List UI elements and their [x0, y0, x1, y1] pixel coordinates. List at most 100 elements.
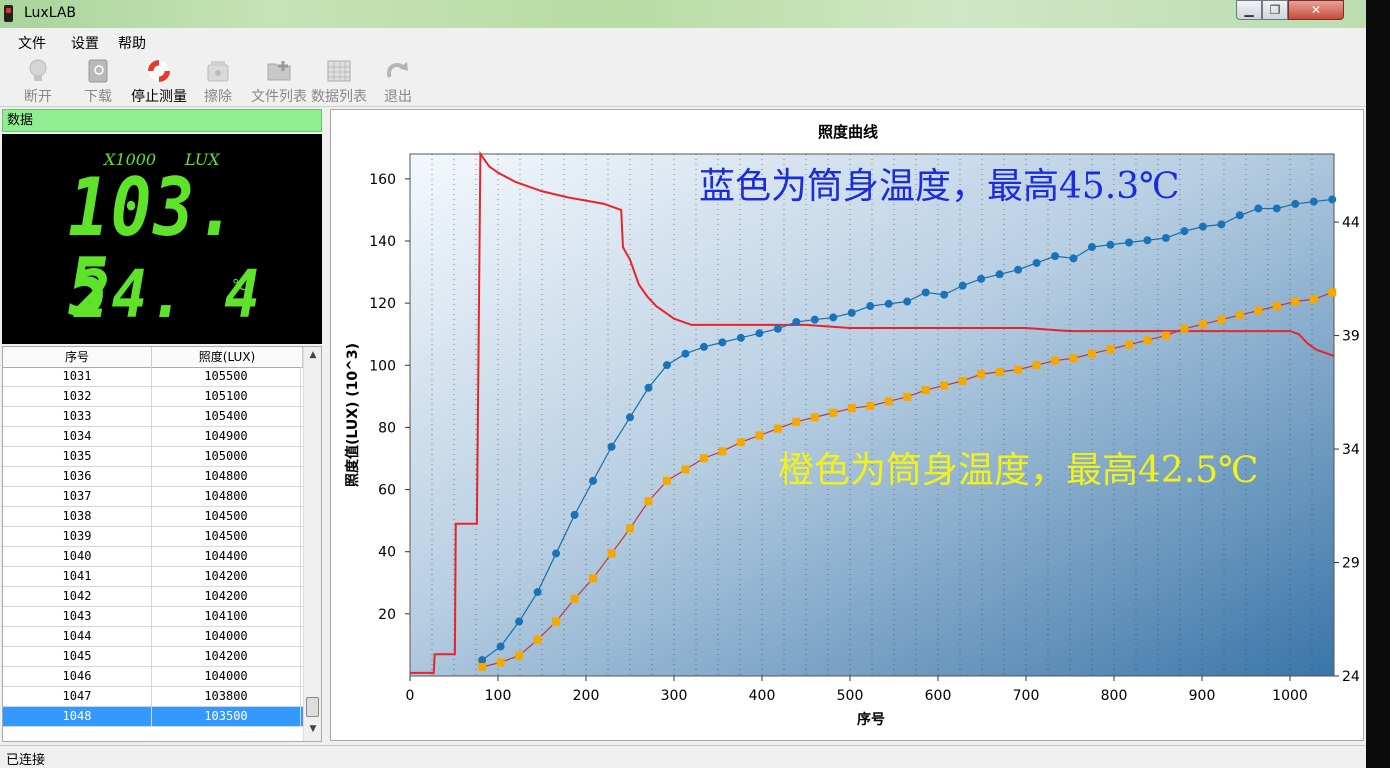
table-row[interactable]: 1033 105400: [3, 407, 303, 427]
file-list-button[interactable]: 文件列表: [249, 58, 309, 106]
data-point-blue: [589, 476, 598, 485]
menu-settings[interactable]: 设置: [71, 36, 99, 52]
scroll-up-arrow-icon[interactable]: ▲: [309, 350, 317, 360]
data-point-orange: [736, 438, 745, 447]
data-point-blue: [1069, 254, 1078, 263]
data-point-orange: [995, 367, 1004, 376]
table-row[interactable]: 1041 104200: [3, 567, 303, 587]
disconnect-button[interactable]: 断开: [22, 58, 54, 106]
menu-help[interactable]: 帮助: [118, 36, 146, 52]
data-point-blue: [496, 642, 505, 651]
table-row[interactable]: 1046 104000: [3, 667, 303, 687]
data-point-blue: [792, 317, 801, 326]
table-row[interactable]: 1034 104900: [3, 427, 303, 447]
y-tick-label: 140: [369, 234, 396, 250]
data-point-orange: [1051, 356, 1060, 365]
redo-arrow-icon: [386, 62, 408, 78]
lux-chart: 照度曲线 0 100 200 300 400 500 600 700 800 900 1000 20 4…: [344, 123, 1360, 728]
data-point-orange: [607, 549, 616, 558]
exit-label: 退出: [384, 89, 412, 105]
column-header-lux[interactable]: 照度(LUX): [152, 347, 303, 367]
data-point-blue: [552, 549, 561, 558]
table-row[interactable]: 1042 104200: [3, 587, 303, 607]
scroll-down-arrow-icon[interactable]: ▼: [309, 724, 317, 734]
status-bar: 已连接: [0, 745, 1366, 768]
lux-reading: 103. 5: [68, 161, 239, 334]
download-label: 下载: [84, 89, 112, 105]
cell-lux: 104000: [152, 627, 301, 646]
maximize-button[interactable]: ❐: [1262, 0, 1288, 20]
exit-button[interactable]: 退出: [381, 58, 415, 106]
bulb-icon: [29, 59, 47, 81]
minimize-button[interactable]: ▁: [1236, 0, 1262, 20]
data-point-blue: [1106, 240, 1115, 249]
data-point-orange: [533, 635, 542, 644]
cell-lux: 103800: [152, 687, 301, 706]
cell-lux: 104800: [152, 467, 301, 486]
cell-lux: 105500: [152, 367, 301, 386]
table-scrollbar[interactable]: ▲ ▼: [303, 347, 321, 741]
table-row[interactable]: 1039 104500: [3, 527, 303, 547]
cell-lux: 104200: [152, 587, 301, 606]
table-body: 1031 105500 1032 105100 1033 105400 1034 104900…: [3, 367, 303, 727]
stop-measure-button[interactable]: 停止测量: [128, 58, 190, 106]
data-point-orange: [1254, 306, 1263, 315]
x-tick-label: 400: [749, 688, 776, 704]
data-point-blue: [940, 290, 949, 299]
cell-lux: 105100: [152, 387, 301, 406]
table-row[interactable]: 1038 104500: [3, 507, 303, 527]
x-axis-label: 序号: [857, 711, 885, 728]
lifebuoy-icon: [148, 60, 170, 82]
data-point-orange: [1161, 331, 1170, 340]
menu-file[interactable]: 文件: [18, 36, 46, 52]
window-title: LuxLAB: [24, 5, 77, 21]
data-point-orange: [829, 408, 838, 417]
chart-title: 照度曲线: [818, 123, 878, 141]
column-header-index[interactable]: 序号: [3, 347, 152, 367]
cell-lux: 104900: [152, 427, 301, 446]
close-button[interactable]: ✕: [1288, 0, 1344, 20]
table-row[interactable]: 1031 105500: [3, 367, 303, 387]
table-row[interactable]: 1032 105100: [3, 387, 303, 407]
table-row[interactable]: 1043 104100: [3, 607, 303, 627]
grid-lines: [431, 154, 1313, 676]
series-layer: [410, 150, 1337, 674]
table-row[interactable]: 1035 105000: [3, 447, 303, 467]
x-tick-label: 0: [406, 688, 415, 704]
title-bar[interactable]: LuxLAB ▁ ❐ ✕: [0, 0, 1366, 28]
data-point-blue: [681, 349, 690, 358]
data-point-blue: [847, 308, 856, 317]
data-point-orange: [1198, 320, 1207, 329]
cell-index: 1040: [3, 547, 152, 566]
cell-index: 1039: [3, 527, 152, 546]
y2-tick-label: 24: [1342, 669, 1360, 685]
data-point-orange: [884, 397, 893, 406]
cell-index: 1037: [3, 487, 152, 506]
cell-index: 1041: [3, 567, 152, 586]
cell-index: 1048: [3, 707, 152, 726]
table-row[interactable]: 1048 103500: [3, 707, 303, 727]
data-point-orange: [1124, 340, 1133, 349]
erase-button[interactable]: 擦除: [202, 58, 234, 106]
table-row[interactable]: 1040 104400: [3, 547, 303, 567]
connection-status: 已连接: [6, 753, 46, 768]
cell-index: 1043: [3, 607, 152, 626]
table-row[interactable]: 1047 103800: [3, 687, 303, 707]
table-row[interactable]: 1037 104800: [3, 487, 303, 507]
data-point-blue: [699, 342, 708, 351]
data-point-blue: [1088, 243, 1096, 252]
scroll-thumb[interactable]: [306, 697, 319, 717]
table-row[interactable]: 1036 104800: [3, 467, 303, 487]
data-point-blue: [903, 297, 912, 306]
data-point-orange: [589, 574, 598, 583]
table-row[interactable]: 1045 104200: [3, 647, 303, 667]
y2-tick-label: 34: [1342, 442, 1360, 458]
table-row[interactable]: 1044 104000: [3, 627, 303, 647]
data-list-button[interactable]: 数据列表: [309, 58, 369, 106]
data-point-blue: [958, 281, 967, 290]
data-point-blue: [1161, 233, 1170, 242]
x-tick-label: 1000: [1272, 688, 1308, 704]
data-point-blue: [884, 299, 893, 308]
data-point-blue: [1272, 204, 1281, 213]
download-button[interactable]: 下载: [82, 58, 114, 106]
